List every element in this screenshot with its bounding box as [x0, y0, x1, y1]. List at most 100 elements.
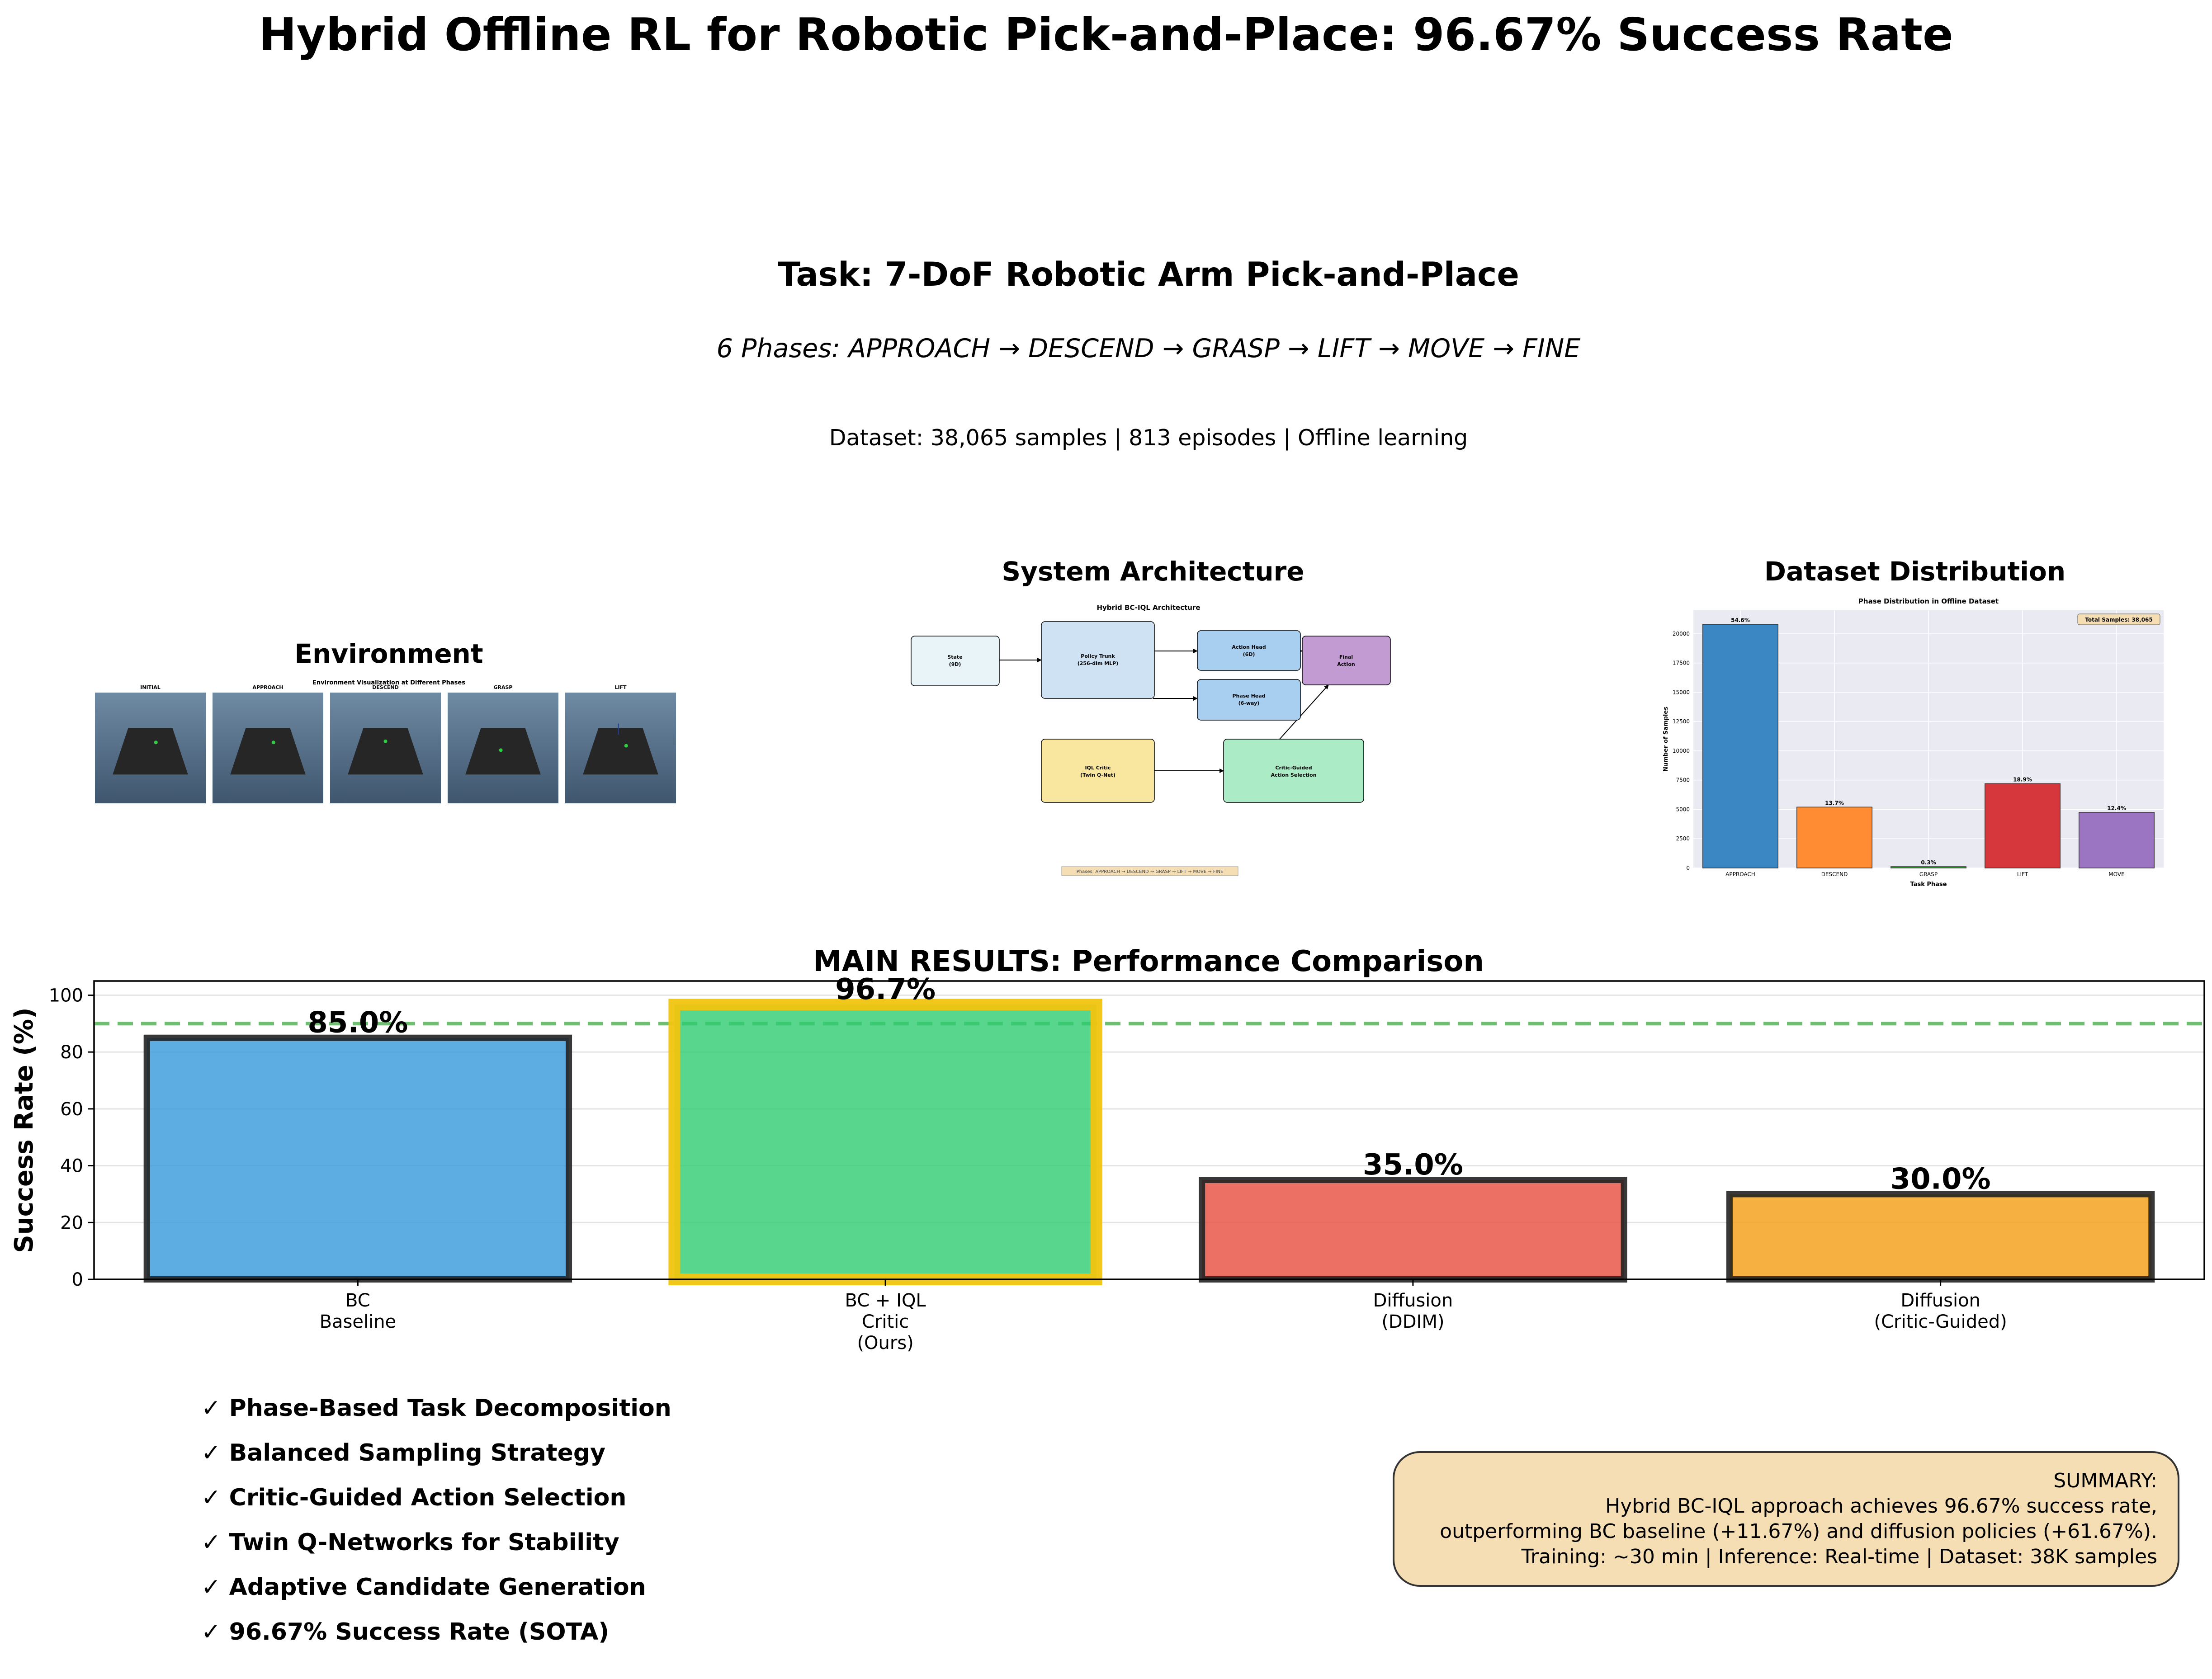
distribution-bar — [1702, 624, 1778, 868]
svg-text:(256-dim MLP): (256-dim MLP) — [1078, 660, 1119, 666]
table-shape — [230, 728, 306, 775]
main-y-tick: 100 — [49, 985, 83, 1006]
main-y-tick: 40 — [60, 1156, 83, 1177]
distribution-bar — [1891, 866, 1966, 868]
distribution-y-tick: 10000 — [1673, 748, 1690, 754]
environment-panel: Environment Visualization at Different P… — [95, 679, 676, 803]
summary-line: outperforming BC baseline (+11.67%) and … — [1440, 1520, 2157, 1543]
table-shape — [583, 728, 658, 775]
feature-item: ✓ 96.67% Success Rate (SOTA) — [201, 1618, 609, 1646]
distribution-x-tick: DESCEND — [1821, 871, 1848, 877]
result-bar-label: 85.0% — [307, 1006, 408, 1040]
architecture-footer: Phases: APPROACH → DESCEND → GRASP → LIF… — [1061, 866, 1238, 876]
distribution-bar-label: 54.6% — [1731, 617, 1750, 623]
environment-frame: GRASP — [448, 684, 558, 803]
svg-text:Total Samples: 38,065: Total Samples: 38,065 — [2085, 617, 2152, 623]
main-title: Hybrid Offline RL for Robotic Pick-and-P… — [259, 8, 1953, 61]
task-title: Task: 7-DoF Robotic Arm Pick-and-Place — [778, 255, 1519, 294]
result-bar — [668, 999, 1102, 1285]
distribution-y-tick: 17500 — [1673, 660, 1690, 666]
action-head-node: Action Head (6D) — [1197, 630, 1301, 671]
object-marker — [271, 740, 275, 745]
architecture-inner-title: Hybrid BC-IQL Architecture — [1097, 604, 1200, 612]
result-bar — [143, 1034, 572, 1283]
feature-item: ✓ Adaptive Candidate Generation — [201, 1574, 646, 1601]
frame-label: APPROACH — [253, 684, 284, 690]
svg-text:Action Head: Action Head — [1232, 644, 1266, 650]
svg-text:Critic-Guided: Critic-Guided — [1275, 765, 1312, 771]
svg-text:Policy Trunk: Policy Trunk — [1081, 653, 1115, 659]
distribution-y-label: Number of Samples — [1663, 707, 1669, 772]
main-plot-frame — [93, 980, 2205, 1280]
distribution-bar-label: 12.4% — [2107, 805, 2126, 811]
main-x-tick: BC Baseline — [320, 1290, 397, 1332]
distribution-y-tick: 2500 — [1676, 835, 1690, 842]
result-bar — [1199, 1177, 1627, 1283]
main-y-tick: 20 — [60, 1212, 83, 1233]
iql-critic-node: IQL Critic (Twin Q-Net) — [1041, 739, 1155, 803]
distribution-bar-label: 13.7% — [1825, 800, 1844, 806]
frame-label: INITIAL — [140, 684, 161, 690]
distribution-bar — [2079, 812, 2155, 868]
policy-trunk-node: Policy Trunk (256-dim MLP) — [1041, 621, 1155, 699]
distribution-x-label: Task Phase — [1910, 881, 1947, 888]
phase-head-node: Phase Head (6-way) — [1197, 679, 1301, 721]
svg-text:Phase Head: Phase Head — [1232, 693, 1265, 699]
svg-text:IQL Critic: IQL Critic — [1085, 765, 1111, 771]
feature-item: ✓ Twin Q-Networks for Stability — [201, 1529, 619, 1556]
distribution-y-tick: 12500 — [1673, 718, 1690, 725]
main-y-tick: 0 — [72, 1269, 83, 1290]
table-shape — [465, 728, 541, 775]
main-y-tick: 60 — [60, 1099, 83, 1120]
distribution-bar — [1796, 806, 1872, 868]
result-bar-label: 30.0% — [1891, 1162, 1991, 1196]
frame-label: GRASP — [494, 684, 513, 690]
main-x-tick: Diffusion (Critic-Guided) — [1874, 1290, 2007, 1332]
svg-text:(Twin Q-Net): (Twin Q-Net) — [1080, 772, 1115, 778]
frame-label: DESCEND — [372, 684, 399, 690]
object-marker — [624, 744, 628, 748]
svg-text:Action: Action — [1337, 661, 1355, 667]
architecture-diagram: Hybrid BC-IQL Architecture State (9D) Po… — [911, 604, 1391, 876]
distribution-annotation: Total Samples: 38,065 — [2077, 613, 2160, 625]
feature-item: ✓ Phase-Based Task Decomposition — [201, 1395, 671, 1422]
environment-frame: LIFT — [565, 684, 676, 803]
main-y-label: Success Rate (%) — [9, 1007, 39, 1253]
summary-line: Training: ~30 min | Inference: Real-time… — [1521, 1545, 2157, 1568]
phases-line: 6 Phases: APPROACH → DESCEND → GRASP → L… — [716, 334, 1581, 363]
svg-text:Phases: APPROACH → DESCEND → G: Phases: APPROACH → DESCEND → GRASP → LIF… — [1077, 869, 1224, 874]
distribution-y-tick: 0 — [1686, 865, 1690, 871]
critic-guided-selection-node: Critic-Guided Action Selection — [1223, 739, 1364, 803]
main-chart-title: MAIN RESULTS: Performance Comparison — [813, 945, 1484, 978]
environment-frame: DESCEND — [330, 684, 441, 803]
distribution-bar-label: 18.9% — [2013, 776, 2032, 783]
svg-text:(6-way): (6-way) — [1238, 700, 1260, 706]
distribution-chart-title: Phase Distribution in Offline Dataset — [1858, 597, 1999, 605]
svg-text:State: State — [947, 654, 962, 660]
result-bar-label: 35.0% — [1363, 1148, 1463, 1182]
main-y-tick: 80 — [60, 1042, 83, 1063]
feature-item: ✓ Critic-Guided Action Selection — [201, 1484, 627, 1511]
dataset-distribution-chart: Phase Distribution in Offline Dataset 0 25… — [1663, 597, 2164, 888]
object-marker — [499, 748, 503, 752]
distribution-y-tick: 15000 — [1673, 689, 1690, 695]
environment-frame: APPROACH — [213, 684, 323, 803]
final-action-node: Final Action — [1302, 636, 1391, 685]
distribution-x-tick: APPROACH — [1725, 871, 1755, 877]
distribution-y-tick: 5000 — [1676, 806, 1690, 812]
edge-selection-final — [1279, 684, 1329, 740]
distribution-y-tick: 7500 — [1676, 777, 1690, 783]
object-marker — [383, 739, 388, 743]
environment-inner-title: Environment Visualization at Different P… — [312, 679, 465, 686]
result-bar-label: 96.7% — [835, 973, 936, 1006]
environment-panel-title: Environment — [294, 638, 483, 669]
state-node: State (9D) — [911, 636, 1000, 686]
distribution-bar-label: 0.3% — [1921, 859, 1936, 866]
main-results-chart: MAIN RESULTS: Performance Comparison 0 20 4… — [9, 945, 2205, 1354]
distribution-x-tick: GRASP — [1919, 871, 1938, 877]
svg-text:Final: Final — [1339, 654, 1353, 660]
svg-text:Action Selection: Action Selection — [1271, 772, 1317, 778]
svg-text:(6D): (6D) — [1243, 651, 1255, 657]
distribution-x-tick: MOVE — [2108, 871, 2124, 877]
distribution-y-tick: 20000 — [1673, 631, 1690, 637]
